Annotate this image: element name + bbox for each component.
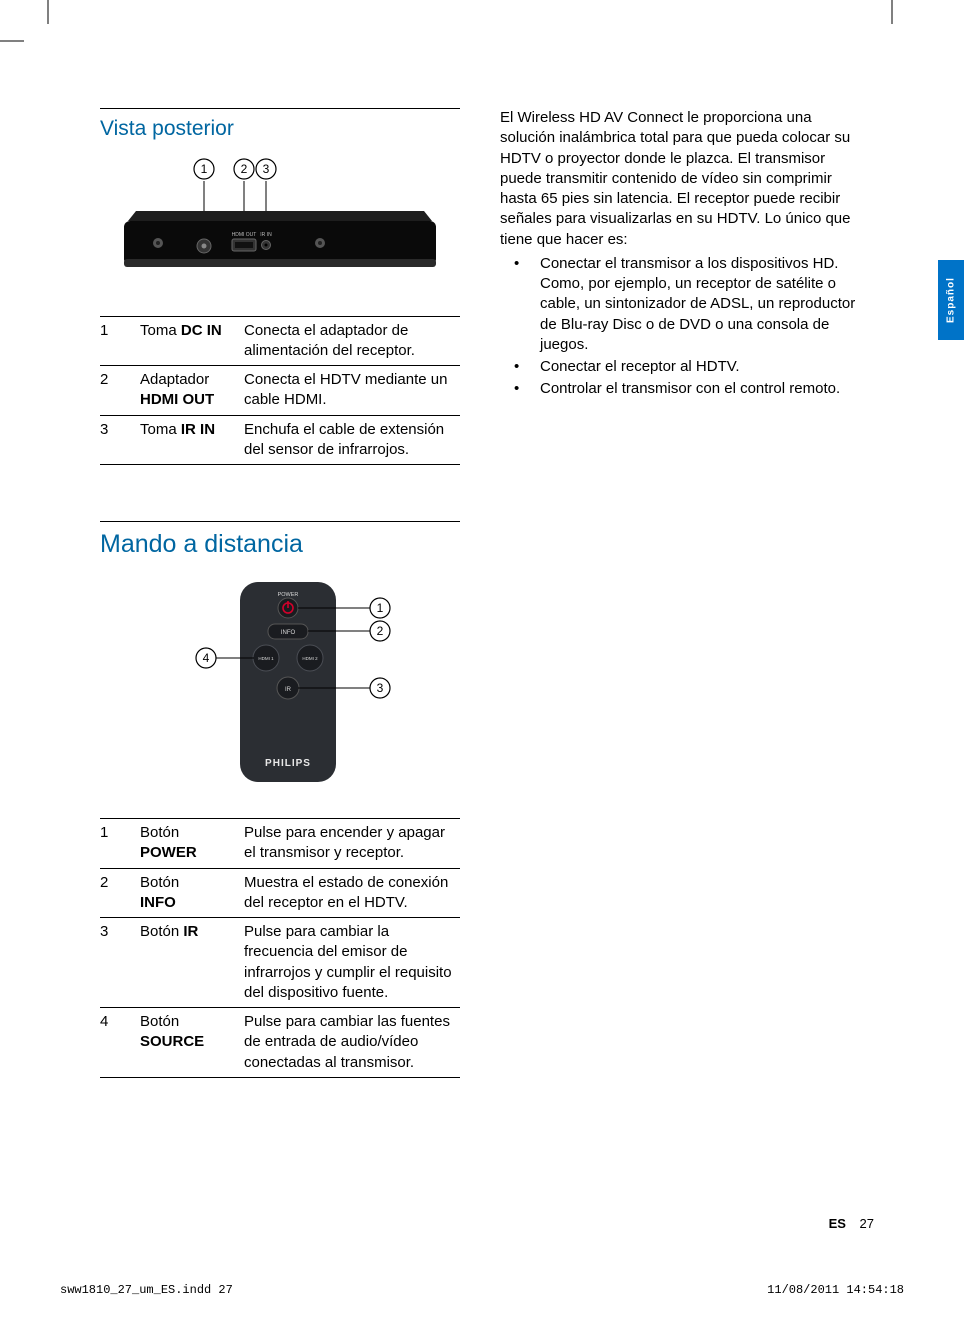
table-row: 2 Adaptador HDMI OUT Conecta el HDTV med…	[100, 366, 460, 416]
page-footer: ES 27	[829, 1215, 874, 1233]
svg-text:INFO: INFO	[281, 630, 296, 636]
table-row: 2 BotónINFO Muestra el estado de conexió…	[100, 868, 460, 918]
rear-view-table: 1 Toma DC IN Conecta el adaptador de ali…	[100, 316, 460, 466]
intro-bullets: Conectar el transmisor a los dispositivo…	[500, 254, 860, 400]
rear-device-figure: 1 2 3	[120, 151, 440, 297]
page-number: 27	[860, 1216, 874, 1231]
list-item: Controlar el transmisor con el control r…	[500, 379, 860, 399]
list-item: Conectar el receptor al HDTV.	[500, 357, 860, 377]
svg-text:PHILIPS: PHILIPS	[265, 758, 311, 769]
rear-view-heading: Vista posterior	[100, 115, 460, 143]
svg-text:1: 1	[377, 601, 384, 615]
svg-text:POWER: POWER	[278, 592, 299, 598]
remote-illustration: POWER INFO HDMI 1 HDMI 2	[240, 582, 336, 782]
divider	[100, 521, 460, 522]
table-row: 3 Toma IR IN Enchufa el cable de extensi…	[100, 415, 460, 465]
svg-text:2: 2	[377, 624, 384, 638]
svg-text:3: 3	[377, 681, 384, 695]
svg-text:HDMI 2: HDMI 2	[302, 656, 318, 661]
table-row: 1 Toma DC IN Conecta el adaptador de ali…	[100, 316, 460, 366]
intro-paragraph: El Wireless HD AV Connect le proporciona…	[500, 108, 860, 250]
svg-text:IR: IR	[285, 687, 292, 693]
footer-lang: ES	[829, 1216, 846, 1231]
svg-text:HDMI OUT: HDMI OUT	[232, 232, 257, 238]
right-column: El Wireless HD AV Connect le proporciona…	[500, 108, 860, 1078]
table-row: 3 Botón IR Pulse para cambiar la frecuen…	[100, 918, 460, 1008]
svg-text:1: 1	[201, 162, 208, 176]
print-mark-left: sww1810_27_um_ES.indd 27	[60, 1282, 233, 1298]
receiver-illustration: HDMI OUT IR IN	[124, 211, 436, 267]
svg-text:IR IN: IR IN	[260, 232, 272, 238]
divider	[100, 108, 460, 109]
language-tab: Español	[938, 260, 964, 340]
list-item: Conectar el transmisor a los dispositivo…	[500, 254, 860, 355]
remote-table: 1 BotónPOWER Pulse para encender y apaga…	[100, 818, 460, 1078]
table-row: 4 BotónSOURCE Pulse para cambiar las fue…	[100, 1008, 460, 1078]
remote-figure: POWER INFO HDMI 1 HDMI 2	[120, 572, 440, 798]
print-mark-right: 11/08/2011 14:54:18	[767, 1282, 904, 1298]
table-row: 1 BotónPOWER Pulse para encender y apaga…	[100, 819, 460, 869]
svg-text:4: 4	[203, 651, 210, 665]
left-column: Vista posterior 1 2 3	[100, 108, 460, 1078]
svg-text:2: 2	[241, 162, 248, 176]
remote-heading: Mando a distancia	[100, 528, 460, 562]
svg-text:HDMI 1: HDMI 1	[258, 656, 274, 661]
svg-text:3: 3	[263, 162, 270, 176]
page-content: Vista posterior 1 2 3	[100, 108, 880, 1078]
